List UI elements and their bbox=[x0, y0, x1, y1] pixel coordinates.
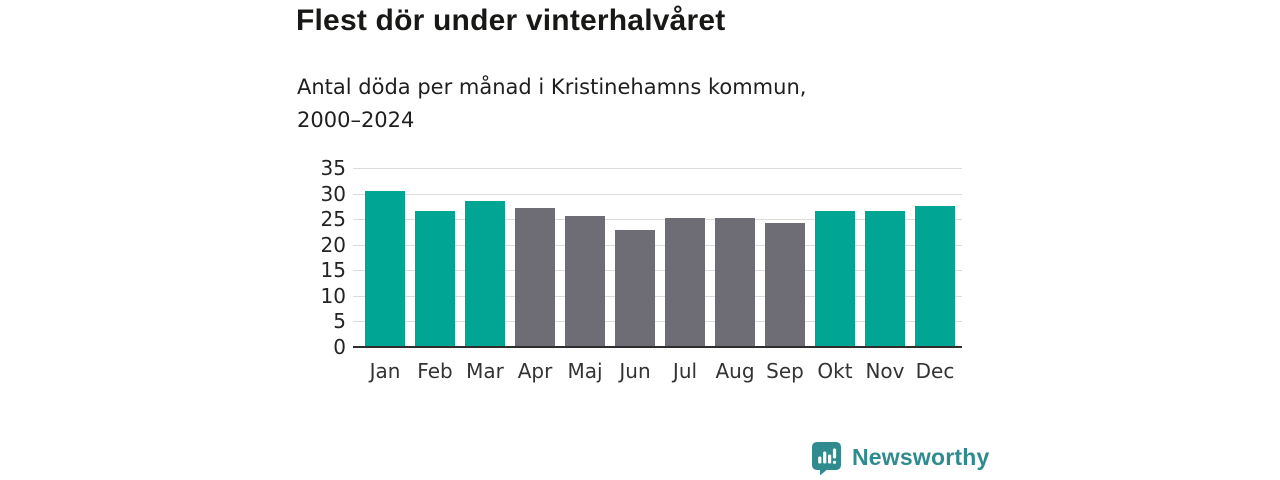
page-title: Flest dör under vinterhalvåret bbox=[296, 4, 726, 37]
x-tick-label-okt: Okt bbox=[817, 359, 853, 383]
y-tick-label-30: 30 bbox=[320, 181, 346, 206]
bar-mar bbox=[465, 200, 505, 347]
x-tick-label-dec: Dec bbox=[915, 359, 955, 383]
gridline-20 bbox=[353, 244, 962, 246]
bar-jun bbox=[615, 230, 655, 347]
x-tick-label-apr: Apr bbox=[517, 359, 553, 383]
bar-chart-speech-bubble-icon bbox=[812, 442, 841, 475]
gridline-35 bbox=[353, 168, 962, 169]
y-tick-label-20: 20 bbox=[320, 232, 346, 257]
bar-nov bbox=[865, 211, 905, 347]
brand-name: Newsworthy bbox=[852, 444, 990, 470]
bar-dec bbox=[915, 205, 955, 347]
x-tick-label-aug: Aug bbox=[715, 359, 755, 383]
gridline-10 bbox=[353, 295, 962, 297]
y-tick-label-15: 15 bbox=[320, 258, 346, 283]
bar-aug bbox=[715, 218, 755, 347]
x-tick-label-maj: Maj bbox=[567, 359, 603, 383]
plot-area bbox=[353, 168, 962, 349]
bar-feb bbox=[415, 211, 455, 347]
bar-sep bbox=[765, 222, 805, 347]
bar-maj bbox=[565, 215, 605, 347]
y-tick-label-10: 10 bbox=[320, 283, 346, 308]
gridline-15 bbox=[353, 270, 962, 272]
brand-footer: Newsworthy bbox=[812, 442, 989, 475]
bar-okt bbox=[815, 211, 855, 347]
y-tick-label-5: 5 bbox=[333, 309, 346, 334]
y-tick-label-0: 0 bbox=[333, 335, 346, 359]
chart-subtitle-line2: 2000–2024 bbox=[297, 108, 415, 132]
x-axis: Jan Feb Mar Apr Maj Jun Jul Aug Sep Okt Nov Dec bbox=[353, 358, 962, 384]
x-tick-label-sep: Sep bbox=[766, 359, 804, 383]
x-tick-label-feb: Feb bbox=[417, 359, 453, 383]
x-tick-label-jun: Jun bbox=[619, 359, 651, 383]
bar-jan bbox=[365, 191, 405, 347]
gridline-5 bbox=[353, 321, 962, 323]
gridline-30 bbox=[353, 193, 962, 195]
x-tick-label-mar: Mar bbox=[466, 359, 504, 383]
x-axis-line bbox=[353, 346, 962, 348]
chart-subtitle: Antal döda per månad i Kristinehamns kom… bbox=[297, 71, 806, 137]
y-tick-label-25: 25 bbox=[320, 207, 346, 232]
bar-jul bbox=[665, 218, 705, 347]
gridline-25 bbox=[353, 219, 962, 221]
x-tick-label-jul: Jul bbox=[672, 359, 698, 383]
chart-subtitle-line1: Antal döda per månad i Kristinehamns kom… bbox=[297, 75, 807, 99]
x-tick-label-jan: Jan bbox=[369, 359, 401, 383]
bar-apr bbox=[515, 208, 555, 347]
x-tick-label-nov: Nov bbox=[865, 359, 905, 383]
y-tick-label-35: 35 bbox=[320, 156, 346, 180]
y-axis: 0 5 10 15 20 25 30 35 bbox=[276, 156, 346, 359]
